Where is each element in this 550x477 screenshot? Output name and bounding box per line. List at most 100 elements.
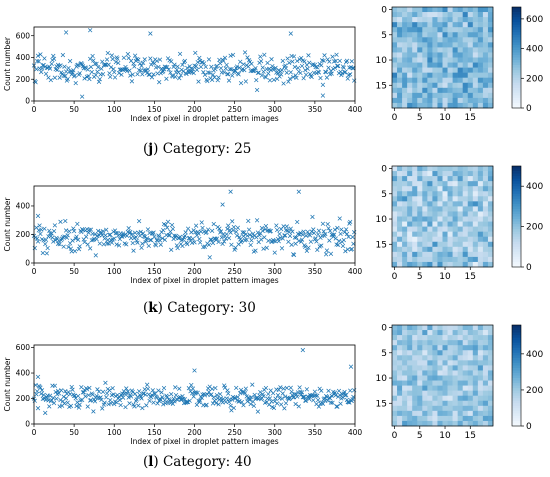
heatmap-cell (422, 386, 427, 391)
data-point (315, 240, 319, 244)
heatmap-cell (407, 242, 412, 247)
heatmap-cell (412, 176, 417, 181)
data-point (183, 59, 187, 63)
heatmap-cell (468, 17, 473, 22)
data-point (293, 65, 297, 69)
heatmap-cell (402, 340, 407, 345)
heatmap-cell (392, 227, 397, 232)
heatmap-cell (453, 325, 458, 330)
data-point (109, 65, 113, 69)
data-point (264, 386, 268, 390)
colorbar-segment (512, 176, 521, 179)
heatmap-cell (478, 176, 483, 181)
heatmap-cell (412, 406, 417, 411)
heatmap-cell (427, 396, 432, 401)
heatmap-cell (437, 78, 442, 83)
heatmap-cell (392, 93, 397, 98)
heatmap-cell (392, 416, 397, 421)
heatmap-cell (468, 186, 473, 191)
heatmap-cell (468, 63, 473, 68)
heatmap-cell (478, 416, 483, 421)
heatmap-cell (417, 68, 422, 73)
colorbar-segment (512, 254, 521, 257)
colorbar-segment (512, 12, 521, 15)
data-point (323, 53, 327, 57)
heatmap-cell (443, 98, 448, 103)
data-point (287, 61, 291, 65)
x-tick-label: 300 (268, 267, 283, 276)
data-point (53, 384, 57, 388)
heatmap-cell (458, 376, 463, 381)
data-point (337, 239, 341, 243)
heatmap-cell (458, 325, 463, 330)
data-point (342, 66, 346, 70)
heatmap-cell (432, 330, 437, 335)
heatmap-cell (453, 47, 458, 52)
heatmap-cell (468, 78, 473, 83)
heatmap-cell (427, 381, 432, 386)
heatmap-cell (392, 88, 397, 93)
data-point (279, 403, 283, 407)
heatmap-cell (458, 42, 463, 47)
heatmap-cell (473, 201, 478, 206)
heatmap-cell (432, 252, 437, 257)
heatmap-cell (432, 365, 437, 370)
data-point (169, 392, 173, 396)
heatmap-cell (427, 201, 432, 206)
data-point (299, 71, 303, 75)
heatmap-cell (397, 247, 402, 252)
colorbar-segment (512, 42, 521, 45)
heatmap-cell (478, 166, 483, 171)
data-point (193, 369, 197, 373)
heatmap-cell (392, 376, 397, 381)
heatmap-cell (392, 232, 397, 237)
heatmap-cell (397, 217, 402, 222)
heatmap-cell (432, 257, 437, 262)
heatmap-cell (437, 381, 442, 386)
data-point (49, 78, 53, 82)
heatmap-cell (453, 63, 458, 68)
heatmap-cell (483, 386, 488, 391)
heatmap-cell (412, 103, 417, 108)
heatmap-cell (488, 421, 493, 426)
heatmap-cell (397, 376, 402, 381)
heatmap-cell (453, 411, 458, 416)
heatmap-cell (468, 350, 473, 355)
heatmap-cell (488, 27, 493, 32)
data-point (184, 230, 188, 234)
x-tick-label: 350 (308, 428, 323, 437)
data-point (325, 76, 329, 80)
data-point (183, 234, 187, 238)
colorbar-segment (512, 239, 521, 242)
heatmap-cell (392, 42, 397, 47)
heatmap-cell (468, 166, 473, 171)
heatmap-cell (392, 63, 397, 68)
data-point (78, 71, 82, 75)
colorbar-segment (512, 93, 521, 96)
colorbar-segment (512, 47, 521, 50)
heatmap-cell (468, 58, 473, 63)
heatmap-cell (397, 411, 402, 416)
heatmap-cell (417, 32, 422, 37)
heatmap-cell (453, 257, 458, 262)
data-point (266, 61, 270, 65)
heatmap-cell (478, 222, 483, 227)
heatmap-x-tick-label: 15 (465, 272, 476, 282)
heatmap-cell (427, 232, 432, 237)
heatmap-cell (417, 176, 422, 181)
data-point (224, 67, 228, 71)
heatmap-x-tick-label: 10 (439, 431, 451, 441)
heatmap-cell (422, 325, 427, 330)
heatmap-cell (437, 42, 442, 47)
heatmap-cell (402, 68, 407, 73)
heatmap-cell (402, 217, 407, 222)
heatmap-cell (417, 421, 422, 426)
heatmap-cell (427, 73, 432, 78)
data-point (126, 52, 130, 56)
heatmap-cell (458, 52, 463, 57)
heatmap-cell (463, 252, 468, 257)
colorbar-segment (512, 401, 521, 404)
heatmap-cell (448, 242, 453, 247)
colorbar-segment (512, 237, 521, 240)
colorbar-segment (512, 63, 521, 66)
